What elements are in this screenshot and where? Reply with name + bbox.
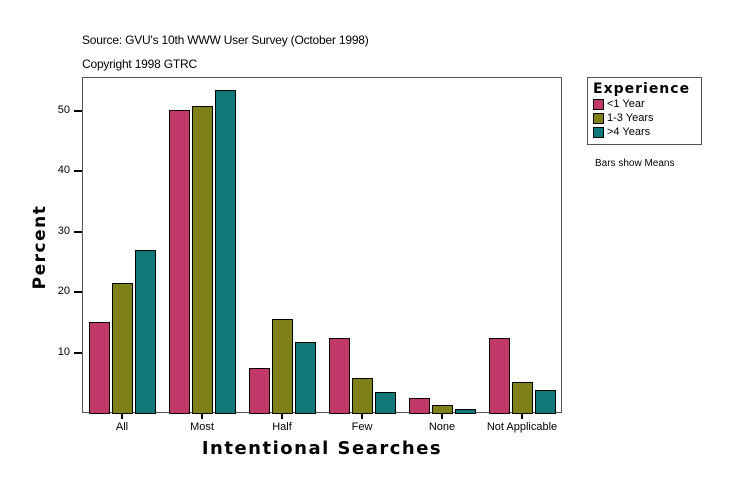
- y-tick: [74, 351, 82, 354]
- legend-swatch-icon: [593, 98, 604, 110]
- legend-items: <1 Year 1-3 Years >4 Years: [593, 97, 696, 139]
- x-tick: [201, 413, 203, 419]
- legend-item: 1-3 Years: [593, 111, 696, 125]
- legend-swatch-icon: [593, 126, 604, 138]
- bar: [409, 398, 430, 414]
- legend-label: <1 Year: [607, 98, 645, 110]
- legend-label: 1-3 Years: [607, 112, 654, 124]
- y-tick: [74, 170, 82, 172]
- legend-title: Experience: [593, 81, 691, 97]
- bar: [455, 409, 476, 414]
- bar: [295, 342, 316, 414]
- bar: [89, 322, 110, 414]
- y-tick: [74, 291, 82, 293]
- x-tick-label: Most: [190, 421, 214, 433]
- y-tick: [74, 109, 82, 112]
- y-tick-label: 20: [57, 285, 70, 297]
- legend: Experience <1 Year 1-3 Years >4 Years: [587, 77, 702, 145]
- x-tick-label: All: [115, 421, 129, 433]
- x-tick-label: None: [428, 421, 456, 433]
- bar: [489, 338, 510, 414]
- x-tick-label: Not Applicable: [486, 421, 558, 433]
- x-tick: [521, 413, 523, 419]
- bar: [112, 283, 133, 414]
- bar: [169, 110, 190, 414]
- y-tick-label: 10: [57, 345, 70, 358]
- bar: [215, 90, 236, 414]
- x-tick: [121, 413, 123, 419]
- bar: [535, 390, 556, 414]
- legend-swatch-icon: [593, 112, 604, 124]
- source-caption: Source: GVU's 10th WWW User Survey (Octo…: [82, 33, 369, 47]
- x-tick: [281, 413, 283, 419]
- bar: [352, 378, 373, 414]
- legend-label: >4 Years: [607, 126, 651, 138]
- bar: [272, 319, 293, 414]
- legend-item: <1 Year: [593, 97, 696, 111]
- copyright-caption: Copyright 1998 GTRC: [82, 57, 197, 71]
- x-tick-label: Few: [351, 421, 373, 433]
- legend-item: >4 Years: [593, 125, 696, 139]
- bars-note: Bars show Means: [595, 158, 675, 169]
- y-tick: [74, 230, 82, 233]
- x-tick: [441, 413, 443, 419]
- bar: [329, 338, 350, 414]
- bar: [512, 382, 533, 414]
- y-tick-label: 50: [57, 103, 70, 116]
- y-tick-label: 30: [57, 224, 70, 237]
- y-axis-title: Percent: [30, 204, 50, 290]
- x-axis-title: Intentional Searches: [201, 438, 443, 459]
- y-tick-label: 40: [57, 164, 70, 176]
- plot-area: [82, 77, 562, 413]
- bar: [192, 106, 213, 414]
- bar: [249, 368, 270, 414]
- x-tick: [361, 413, 363, 419]
- x-tick-label: Half: [272, 421, 292, 433]
- bar: [375, 392, 396, 414]
- bar: [135, 250, 156, 414]
